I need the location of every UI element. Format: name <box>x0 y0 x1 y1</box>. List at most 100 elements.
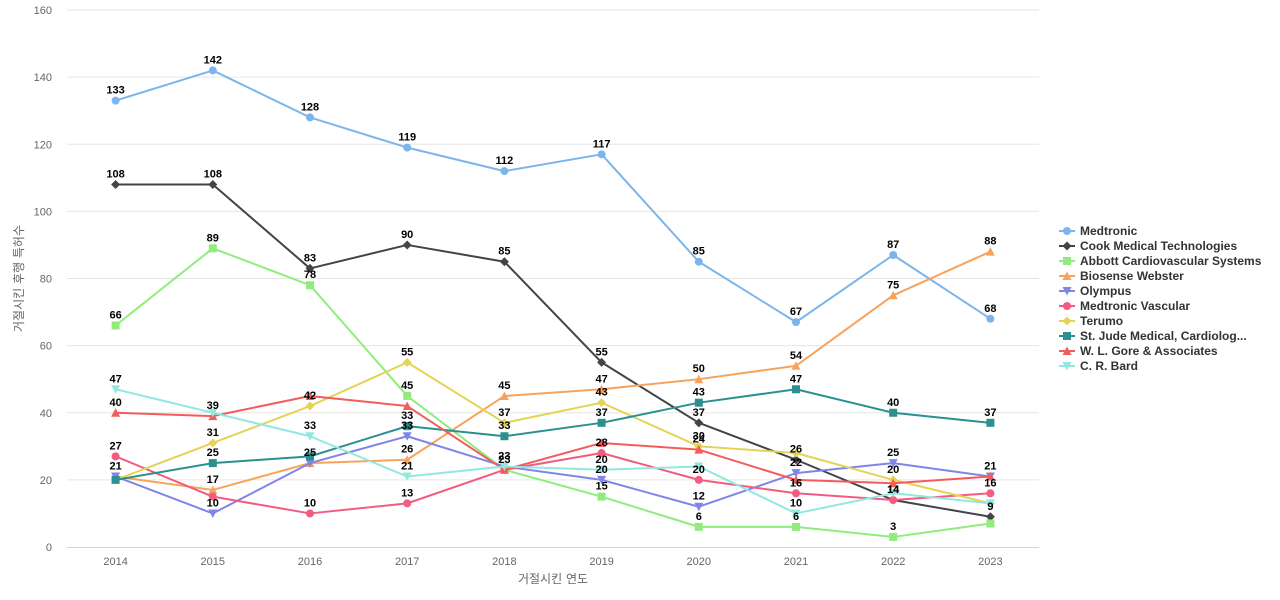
series-point <box>306 113 314 122</box>
series-point <box>111 180 121 190</box>
legend-item[interactable]: W. L. Gore & Associates <box>1059 344 1218 358</box>
data-label: 39 <box>207 400 219 412</box>
series-point <box>791 448 801 458</box>
series-point <box>402 455 412 464</box>
series-point <box>986 314 995 323</box>
series-point <box>792 385 800 394</box>
data-label: 14 <box>887 484 900 496</box>
series-point <box>208 66 217 75</box>
series-point <box>597 357 607 367</box>
x-tick-label: 2021 <box>784 556 808 568</box>
series-point <box>208 438 218 448</box>
legend-item[interactable]: St. Jude Medical, Cardiolog... <box>1059 329 1247 343</box>
legend-item[interactable]: Medtronic <box>1059 224 1138 238</box>
series-point <box>597 475 607 485</box>
series-point <box>597 465 607 475</box>
series-point <box>402 240 412 250</box>
data-label: 21 <box>984 461 996 473</box>
legend-label: W. L. Gore & Associates <box>1080 344 1218 358</box>
legend-item[interactable]: Medtronic Vascular <box>1059 299 1190 313</box>
y-axis-tick-labels: 0 20 40 60 80 100 120 140 160 <box>34 5 52 554</box>
data-label: 21 <box>109 461 121 473</box>
data-label: 66 <box>109 309 121 321</box>
series-point <box>986 418 995 427</box>
data-label: 108 <box>106 169 124 181</box>
data-label: 37 <box>595 407 607 419</box>
series-point <box>306 281 314 290</box>
series-line <box>115 388 991 515</box>
legend-item[interactable]: Cook Medical Technologies <box>1059 239 1237 253</box>
legend-item[interactable]: Biosense Webster <box>1059 269 1184 283</box>
x-tick-label: 2019 <box>589 556 613 568</box>
x-tick-label: 2020 <box>687 556 711 568</box>
series-point <box>305 401 315 411</box>
data-label: 37 <box>693 407 705 419</box>
legend-item[interactable]: Abbott Cardiovascular Systems <box>1059 254 1262 268</box>
data-label: 45 <box>498 380 510 392</box>
legend-label: Abbott Cardiovascular Systems <box>1080 254 1262 268</box>
series-point <box>889 496 898 505</box>
legend-label: Biosense Webster <box>1080 269 1184 283</box>
series-0 <box>111 66 995 327</box>
series-point <box>888 478 898 488</box>
series-point <box>597 418 606 427</box>
data-label: 33 <box>498 420 510 432</box>
series-9 <box>111 385 995 518</box>
x-tick-label: 2022 <box>881 556 905 568</box>
legend-label: Olympus <box>1080 284 1132 298</box>
legend-label: Medtronic Vascular <box>1080 299 1190 313</box>
data-label: 89 <box>207 232 219 244</box>
data-label: 3 <box>890 521 896 533</box>
data-label: 20 <box>887 464 899 476</box>
series-point <box>889 408 898 417</box>
series-point <box>888 489 898 498</box>
data-label: 47 <box>109 373 121 385</box>
series-point <box>888 290 898 300</box>
data-label: 16 <box>984 477 996 489</box>
data-label: 15 <box>595 481 607 493</box>
legend-label: St. Jude Medical, Cardiolog... <box>1080 329 1247 343</box>
data-label: 22 <box>790 457 802 469</box>
series-point <box>792 522 800 531</box>
data-label: 20 <box>595 464 607 476</box>
series-point <box>694 522 703 531</box>
series-point <box>402 401 412 411</box>
series-point <box>208 509 218 518</box>
series-point <box>889 532 898 541</box>
series-point <box>597 492 606 501</box>
legend-symbol <box>1063 302 1071 310</box>
series-point <box>985 247 995 256</box>
data-label: 28 <box>595 437 607 449</box>
series-point <box>694 374 704 384</box>
legend-item[interactable]: Olympus <box>1059 284 1132 298</box>
series-point <box>208 485 218 494</box>
data-label: 67 <box>790 306 802 318</box>
series-point <box>597 438 607 447</box>
data-label: 26 <box>401 444 413 456</box>
legend-item[interactable]: Terumo <box>1059 314 1123 328</box>
x-axis-tick-labels: 2014 2015 2016 2017 2018 2019 2020 2021 2022 2023 <box>103 556 1002 568</box>
y-tick-label: 40 <box>40 408 52 420</box>
x-tick-label: 2014 <box>103 556 127 568</box>
x-tick-label: 2023 <box>978 556 1002 568</box>
series-point <box>402 432 412 441</box>
legend-symbol <box>1062 346 1072 355</box>
series-point <box>499 462 509 471</box>
series-point <box>985 499 995 508</box>
series-point <box>499 418 509 428</box>
series-point <box>111 452 120 461</box>
series-point <box>403 391 412 400</box>
legend-symbol <box>1063 227 1071 235</box>
data-label: 31 <box>207 427 219 439</box>
data-label: 108 <box>204 169 222 181</box>
series-line <box>115 250 991 491</box>
series-6 <box>111 357 995 508</box>
data-label: 9 <box>987 501 993 513</box>
data-label: 83 <box>304 252 316 264</box>
legend-item[interactable]: C. R. Bard <box>1059 359 1138 373</box>
data-label: 112 <box>496 155 514 167</box>
legend-symbol <box>1062 287 1072 296</box>
series-1 <box>111 180 995 522</box>
